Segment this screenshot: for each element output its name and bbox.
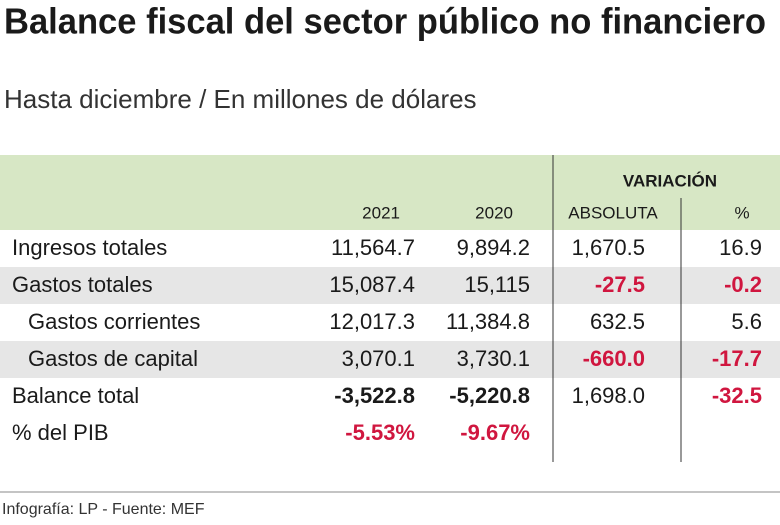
row-shade (0, 341, 780, 378)
row-label: Gastos de capital (28, 346, 198, 371)
row: Ingresos totales 11,564.7 9,894.2 1,670.… (12, 235, 762, 260)
row-label: Gastos totales (12, 272, 153, 297)
row: Gastos de capital 3,070.1 3,730.1 -660.0… (28, 346, 762, 371)
cell: -32.5 (712, 383, 762, 408)
cell: -3,522.8 (334, 383, 415, 408)
cell: 11,384.8 (446, 309, 530, 334)
group-header: VARIACIÓN (623, 171, 717, 190)
cell: 9,894.2 (457, 235, 530, 260)
cell: -0.2 (724, 272, 762, 297)
cell: -5.53% (345, 420, 415, 445)
row-label: Gastos corrientes (28, 309, 200, 334)
cell: 3,070.1 (342, 346, 415, 371)
cell: 5.6 (731, 309, 762, 334)
cell: -9.67% (460, 420, 530, 445)
cell: 12,017.3 (329, 309, 415, 334)
row-shade (0, 267, 780, 304)
source: Infografía: LP - Fuente: MEF (2, 501, 205, 518)
row: Balance total -3,522.8 -5,220.8 1,698.0 … (12, 383, 762, 408)
row-label: % del PIB (12, 420, 109, 445)
column-header: 2021 (362, 203, 400, 222)
column-header: 2020 (475, 203, 513, 222)
header-band (0, 155, 780, 230)
cell: 15,115 (464, 272, 530, 297)
cell: 16.9 (719, 235, 762, 260)
row-label: Ingresos totales (12, 235, 167, 260)
row-label: Balance total (12, 383, 139, 408)
row: % del PIB -5.53% -9.67% (12, 420, 530, 445)
cell: 1,670.5 (572, 235, 645, 260)
column-header: ABSOLUTA (568, 203, 658, 222)
cell: 11,564.7 (331, 235, 415, 260)
cell: 3,730.1 (457, 346, 530, 371)
cell: -660.0 (583, 346, 645, 371)
cell: -27.5 (595, 272, 645, 297)
cell: 1,698.0 (572, 383, 645, 408)
row: Gastos totales 15,087.4 15,115 -27.5 -0.… (12, 272, 762, 297)
subtitle: Hasta diciembre / En millones de dólares (4, 84, 477, 114)
cell: -17.7 (712, 346, 762, 371)
cell: 15,087.4 (329, 272, 415, 297)
row: Gastos corrientes 12,017.3 11,384.8 632.… (28, 309, 762, 334)
cell: 632.5 (590, 309, 645, 334)
cell: -5,220.8 (449, 383, 530, 408)
title: Balance fiscal del sector público no fin… (4, 1, 766, 42)
column-header: % (734, 203, 749, 222)
